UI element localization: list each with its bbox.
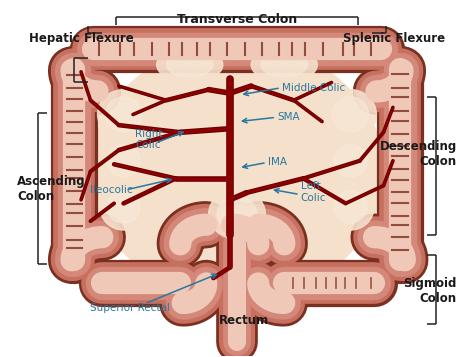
Text: Transverse Colon: Transverse Colon — [177, 13, 297, 26]
Text: SMA: SMA — [277, 112, 300, 122]
Ellipse shape — [209, 189, 265, 239]
Ellipse shape — [332, 97, 369, 132]
Text: Splenic Flexure: Splenic Flexure — [343, 31, 445, 45]
Ellipse shape — [217, 197, 257, 231]
Ellipse shape — [107, 191, 140, 223]
Ellipse shape — [327, 184, 374, 230]
Ellipse shape — [261, 52, 308, 77]
Text: Left
Colic: Left Colic — [301, 181, 326, 203]
Text: Superior Rectal: Superior Rectal — [91, 303, 170, 313]
Text: Middle Colic: Middle Colic — [282, 83, 345, 93]
Ellipse shape — [107, 145, 140, 177]
Text: Descending
Colon: Descending Colon — [380, 140, 457, 167]
Ellipse shape — [334, 145, 367, 177]
Ellipse shape — [324, 90, 376, 139]
Ellipse shape — [105, 97, 142, 132]
Ellipse shape — [98, 90, 150, 139]
Ellipse shape — [327, 137, 374, 184]
Ellipse shape — [166, 52, 213, 77]
Text: IMA: IMA — [268, 157, 287, 167]
Text: Right
Colic: Right Colic — [136, 129, 163, 150]
Text: Ascending
Colon: Ascending Colon — [17, 175, 86, 203]
Ellipse shape — [334, 191, 367, 223]
Ellipse shape — [91, 43, 383, 300]
Ellipse shape — [100, 184, 147, 230]
Text: Sigmoid
Colon: Sigmoid Colon — [403, 277, 457, 305]
Ellipse shape — [156, 47, 223, 82]
Text: Hepatic Flexure: Hepatic Flexure — [29, 31, 134, 45]
Text: Ileocolic: Ileocolic — [91, 185, 133, 195]
Ellipse shape — [251, 47, 318, 82]
Text: Rectum: Rectum — [219, 314, 269, 327]
Ellipse shape — [100, 137, 147, 184]
